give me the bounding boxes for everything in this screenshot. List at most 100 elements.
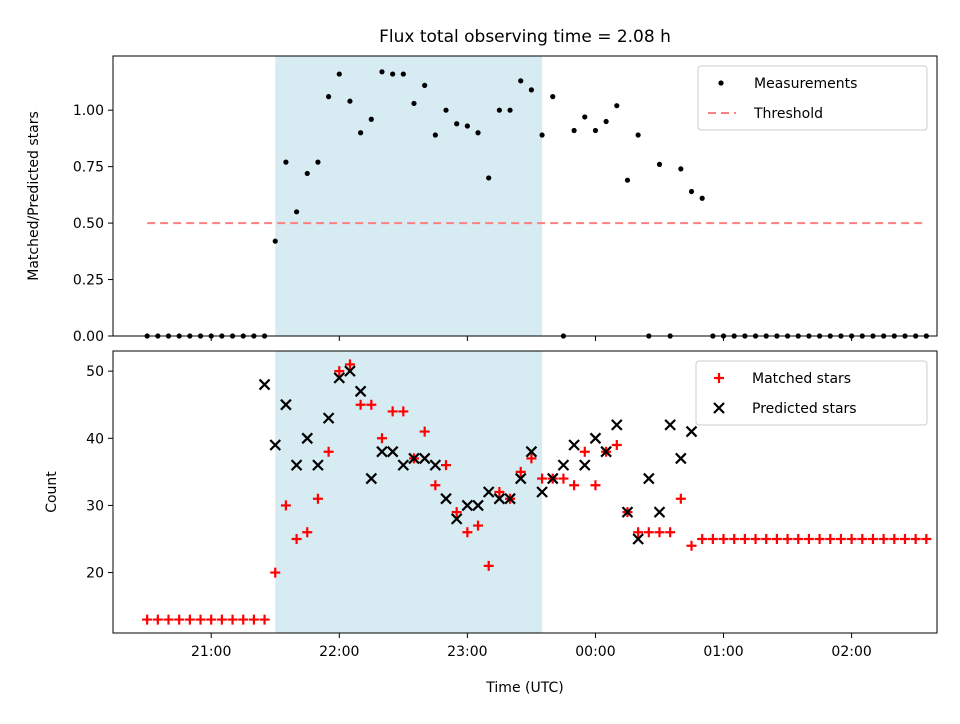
predicted-star-point	[376, 445, 388, 458]
matched-star-point	[707, 534, 718, 544]
measurement-point	[347, 98, 353, 104]
measurement-point	[486, 175, 492, 181]
predicted-star-point	[504, 492, 516, 505]
top-panel-y-axis: 0.00 0.25 0.50 0.75 1.00	[73, 103, 113, 345]
y-tick-label: 0.25	[73, 273, 104, 289]
top-panel-y-axis-label: Matched/Predicted stars	[26, 111, 42, 281]
predicted-star-point	[397, 459, 410, 471]
matched-star-point	[803, 534, 814, 544]
matched-star-point	[312, 493, 323, 504]
matched-star-point	[419, 426, 430, 437]
legend-x-handle	[713, 402, 725, 414]
measurement-point	[411, 100, 417, 107]
predicted-star-point	[546, 472, 559, 485]
predicted-star-point	[461, 499, 474, 512]
matched-star-point	[643, 527, 654, 538]
top-panel-legend: Measurements Threshold	[697, 65, 928, 131]
matched-star-point	[675, 493, 686, 504]
predicted-star-point	[269, 439, 282, 451]
measurement-point	[678, 166, 684, 172]
top-panel-marks	[144, 69, 929, 339]
matched-star-point	[718, 534, 729, 544]
predicted-star-point	[482, 486, 495, 498]
legend-plus-handle	[714, 373, 724, 383]
predicted-star-point	[280, 398, 292, 411]
matched-star-point	[366, 399, 377, 410]
x-tick-label: 00:00	[575, 644, 615, 660]
matched-star-point	[654, 527, 665, 538]
predicted-star-point	[536, 486, 548, 498]
x-axis-label: Time (UTC)	[485, 680, 563, 696]
matched-star-point	[697, 534, 708, 544]
measurement-point	[592, 127, 599, 134]
matched-star-point	[579, 446, 590, 457]
measurement-point	[528, 87, 535, 93]
matched-star-point	[782, 534, 793, 544]
x-tick-label: 01:00	[703, 644, 743, 660]
matched-star-point	[323, 446, 334, 457]
x-tick-label: 02:00	[831, 644, 871, 660]
measurement-point	[443, 107, 449, 113]
legend-label: Predicted stars	[752, 401, 857, 417]
predicted-star-point	[386, 445, 399, 458]
matched-star-point	[814, 534, 825, 544]
measurement-point	[293, 209, 300, 215]
bottom-panel-marks	[142, 359, 932, 625]
measurement-point	[422, 82, 428, 88]
predicted-star-point	[354, 385, 367, 398]
matched-star-point	[590, 480, 601, 491]
measurement-point	[315, 159, 321, 165]
predicted-star-point	[365, 472, 378, 485]
predicted-star-point	[685, 425, 698, 438]
predicted-star-point	[408, 452, 420, 465]
matched-star-point	[558, 473, 569, 484]
predicted-star-point	[333, 372, 346, 384]
y-tick-label: 30	[86, 498, 104, 514]
observing-window-shade	[275, 56, 543, 336]
matched-star-point	[515, 466, 526, 477]
legend-dot-handle	[718, 80, 724, 86]
matched-star-point	[441, 460, 452, 471]
matched-star-point	[216, 614, 227, 625]
top-panel-x-ticks	[210, 336, 853, 341]
predicted-star-point	[664, 419, 676, 431]
predicted-star-point	[301, 432, 314, 445]
y-tick-label: 50	[86, 364, 104, 380]
predicted-star-point	[632, 533, 644, 545]
measurement-point	[539, 132, 545, 138]
measurement-point	[699, 195, 705, 201]
matched-star-point	[483, 560, 494, 571]
matched-star-point	[867, 534, 878, 544]
legend-label: Matched stars	[752, 371, 851, 387]
matched-star-point	[291, 534, 302, 544]
measurement-point	[507, 107, 513, 113]
matched-star-point	[899, 534, 910, 544]
matched-star-point	[195, 614, 206, 625]
predicted-star-point	[322, 412, 335, 424]
matched-star-point	[227, 614, 238, 625]
predicted-star-point	[290, 459, 303, 471]
predicted-star-point	[429, 459, 442, 471]
matched-star-point	[462, 527, 473, 538]
measurement-point	[464, 123, 470, 129]
measurement-point	[624, 177, 631, 183]
bottom-panel-legend: Matched stars Predicted stars	[695, 360, 928, 426]
bottom-panel-y-axis-label: Count	[44, 471, 60, 513]
bottom-panel-frame	[112, 350, 938, 634]
x-tick-label: 21:00	[191, 644, 231, 660]
predicted-star-point	[568, 439, 580, 451]
measurement-point	[326, 94, 332, 100]
measurement-point	[400, 71, 406, 77]
matched-star-point	[686, 540, 697, 551]
y-tick-label: 0.00	[73, 329, 104, 345]
predicted-star-point	[600, 445, 612, 458]
x-tick-label: 23:00	[447, 644, 487, 660]
matched-star-point	[355, 399, 366, 410]
predicted-star-point	[557, 459, 570, 471]
predicted-star-point	[589, 432, 602, 445]
matched-star-point	[494, 487, 505, 497]
matched-star-point	[750, 534, 761, 544]
predicted-star-point	[493, 492, 506, 505]
measurement-point	[635, 132, 641, 138]
measurement-point	[358, 130, 364, 136]
